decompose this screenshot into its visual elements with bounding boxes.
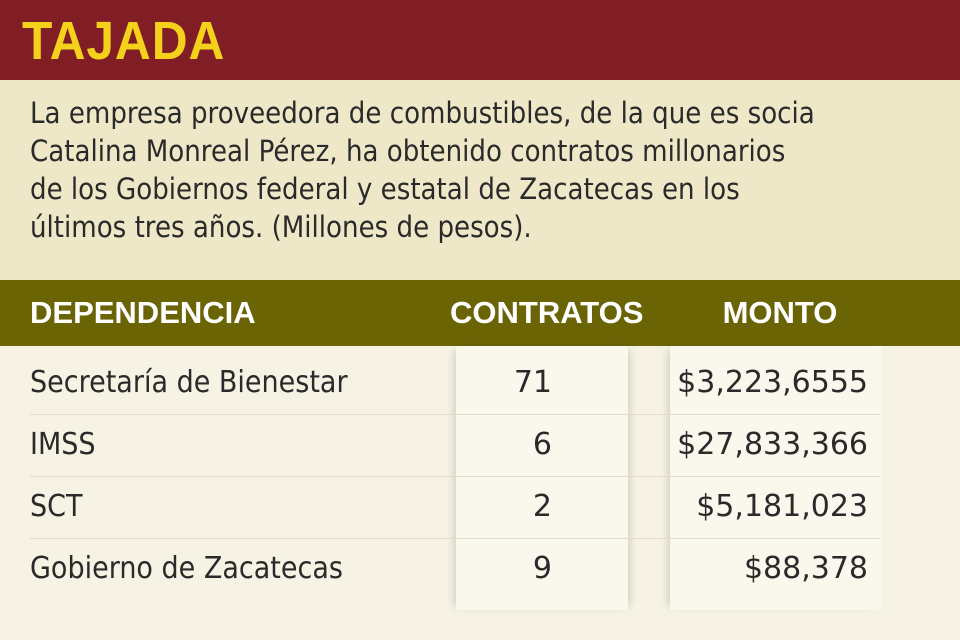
cell-dependencia: IMSS [30,427,96,462]
cell-monto: $88,378 [743,551,868,586]
cell-monto: $27,833,366 [677,427,868,462]
monto-column-bg [670,346,882,610]
row-divider [30,538,880,539]
header-bar [0,0,960,80]
cell-dependencia: Gobierno de Zacatecas [30,551,343,586]
contratos-column-bg [456,346,628,610]
table-row: Gobierno de Zacatecas 9 $88,378 [0,538,960,600]
row-divider [30,476,880,477]
cell-contratos: 71 [513,365,552,400]
column-header-dependencia: DEPENDENCIA [30,295,256,330]
cell-contratos: 2 [532,489,552,524]
intro-line: La empresa proveedora de combustibles, d… [30,96,815,130]
table-row: Secretaría de Bienestar 71 $3,223,6555 [0,352,960,414]
intro-text: La empresa proveedora de combustibles, d… [30,94,894,246]
intro-line: de los Gobiernos federal y estatal de Za… [30,172,740,206]
table-row: IMSS 6 $27,833,366 [0,414,960,476]
cell-dependencia: Secretaría de Bienestar [30,365,348,400]
table-header [0,280,960,346]
cell-contratos: 9 [532,551,552,586]
cell-monto: $3,223,6555 [677,365,868,400]
intro-panel [0,80,960,280]
cell-dependencia: SCT [30,489,83,524]
cell-monto: $5,181,023 [696,489,868,524]
intro-line: últimos tres años. (Millones de pesos). [30,210,532,244]
cell-contratos: 6 [532,427,552,462]
page-title: TAJADA [22,11,226,71]
column-header-monto: MONTO [722,295,838,330]
intro-line: Catalina Monreal Pérez, ha obtenido cont… [30,134,786,168]
row-divider [30,414,880,415]
column-header-contratos: CONTRATOS [450,295,644,330]
table-row: SCT 2 $5,181,023 [0,476,960,538]
